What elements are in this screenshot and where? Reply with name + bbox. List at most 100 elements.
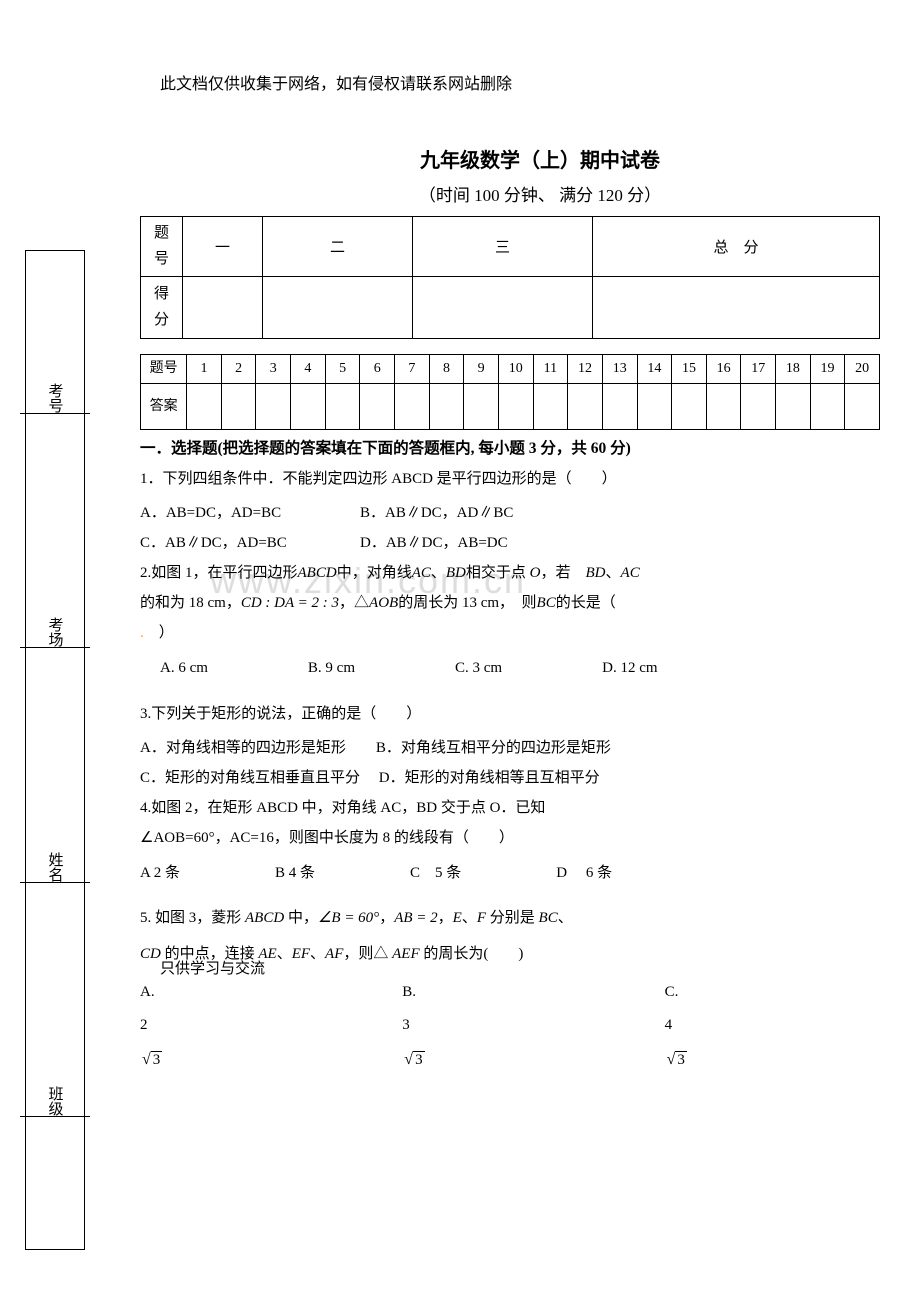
disclaimer-text: 此文档仅供收集于网络，如有侵权请联系网站删除: [160, 70, 880, 94]
q-num: 3: [256, 355, 291, 384]
q-num: 14: [637, 355, 672, 384]
sidebar-label: 考号: [45, 383, 66, 413]
q-num: 18: [776, 355, 811, 384]
q2-options: A. 6 cm B. 9 cm C. 3 cm D. 12 cm: [160, 652, 880, 685]
q-num: 6: [360, 355, 395, 384]
q1-opt-c: C．AB∥DC，AD=BC: [140, 528, 360, 558]
q5-opt-a: A. 23: [140, 976, 322, 1077]
answer-cell[interactable]: [291, 384, 326, 430]
q-num: 10: [498, 355, 533, 384]
page-content: 此文档仅供收集于网络，如有侵权请联系网站删除 九年级数学（上）期中试卷 （时间 …: [140, 70, 880, 1078]
answer-cell[interactable]: [776, 384, 811, 430]
q5-options: A. 23 B. 33 C. 43 D. 3: [140, 976, 880, 1077]
q-num: 12: [568, 355, 603, 384]
blank-line[interactable]: [20, 647, 90, 648]
answer-header: 答案: [141, 384, 187, 430]
answer-cell[interactable]: [706, 384, 741, 430]
exam-title: 九年级数学（上）期中试卷: [200, 144, 880, 173]
answer-cell[interactable]: [533, 384, 568, 430]
q5-opt-b: B. 33: [402, 976, 584, 1077]
answer-cell[interactable]: [221, 384, 256, 430]
q-num: 20: [845, 355, 880, 384]
answer-cell[interactable]: [325, 384, 360, 430]
score-col: 二: [263, 217, 413, 277]
score-cell[interactable]: [183, 277, 263, 339]
answer-cell[interactable]: [672, 384, 707, 430]
answer-cell[interactable]: [187, 384, 222, 430]
answer-cell[interactable]: [395, 384, 430, 430]
student-info-sidebar: 考号 考场 姓名 班级: [25, 250, 85, 1250]
answer-cell[interactable]: [845, 384, 880, 430]
question-2: 2.如图 1，在平行四边形ABCD中，对角线AC、BD相交于点 O，若 BD、A…: [140, 558, 880, 648]
answer-cell[interactable]: [568, 384, 603, 430]
q2-opt-b: B. 9 cm: [308, 652, 355, 685]
answer-num-row: 题号 1 2 3 4 5 6 7 8 9 10 11 12 13 14 15 1…: [141, 355, 880, 384]
q4-opt-d: D 6 条: [556, 857, 612, 890]
answer-cell[interactable]: [741, 384, 776, 430]
answer-cell[interactable]: [256, 384, 291, 430]
answer-cell[interactable]: [429, 384, 464, 430]
blank-line[interactable]: [20, 1116, 90, 1117]
answer-cell[interactable]: [360, 384, 395, 430]
footer-text: 只供学习与交流: [160, 957, 265, 978]
score-header: 得分: [141, 277, 183, 339]
q1-opt-b: B．AB∥DC，AD∥BC: [360, 498, 513, 528]
answer-header: 题号: [141, 355, 187, 384]
q2-opt-d: D. 12 cm: [602, 652, 657, 685]
q3-opts-cd: C．矩形的对角线互相垂直且平分 D．矩形的对角线相等且互相平分: [140, 763, 880, 793]
score-header: 题号: [141, 217, 183, 277]
q4-opt-a: A 2 条: [140, 857, 180, 890]
q-num: 1: [187, 355, 222, 384]
score-cell[interactable]: [413, 277, 593, 339]
q1-options: A．AB=DC，AD=BC B．AB∥DC，AD∥BC C．AB∥DC，AD=B…: [140, 498, 880, 558]
q-num: 11: [533, 355, 568, 384]
score-col: 总 分: [593, 217, 880, 277]
q4-opt-c: C 5 条: [410, 857, 461, 890]
q-num: 7: [395, 355, 430, 384]
answer-cell[interactable]: [602, 384, 637, 430]
sidebar-label: 班级: [45, 1086, 66, 1116]
answer-table: 题号 1 2 3 4 5 6 7 8 9 10 11 12 13 14 15 1…: [140, 354, 880, 430]
q-num: 5: [325, 355, 360, 384]
sidebar-class: 班级: [20, 1012, 90, 1192]
blank-line[interactable]: [20, 882, 90, 883]
q1-opt-d: D．AB∥DC，AB=DC: [360, 528, 508, 558]
q-num: 8: [429, 355, 464, 384]
q4-options: A 2 条 B 4 条 C 5 条 D 6 条: [140, 857, 880, 890]
q2-opt-c: C. 3 cm: [455, 652, 502, 685]
q-num: 4: [291, 355, 326, 384]
q3-opts-ab: A．对角线相等的四边形是矩形 B．对角线互相平分的四边形是矩形: [140, 733, 880, 763]
q4-opt-b: B 4 条: [275, 857, 315, 890]
sidebar-exam-room: 考场: [20, 543, 90, 723]
answer-cell[interactable]: [464, 384, 499, 430]
q-num: 19: [810, 355, 845, 384]
answer-cell[interactable]: [498, 384, 533, 430]
answer-value-row: 答案: [141, 384, 880, 430]
score-col: 三: [413, 217, 593, 277]
q2-opt-a: A. 6 cm: [160, 652, 208, 685]
q-num: 15: [672, 355, 707, 384]
q3-options: A．对角线相等的四边形是矩形 B．对角线互相平分的四边形是矩形 C．矩形的对角线…: [140, 733, 880, 793]
q-num: 16: [706, 355, 741, 384]
answer-cell[interactable]: [637, 384, 672, 430]
exam-subtitle: （时间 100 分钟、 满分 120 分）: [200, 181, 880, 206]
score-cell[interactable]: [593, 277, 880, 339]
q-num: 13: [602, 355, 637, 384]
q5-opt-c: C. 43: [665, 976, 847, 1077]
q-num: 9: [464, 355, 499, 384]
sidebar-label: 姓名: [45, 852, 66, 882]
blank-line[interactable]: [20, 413, 90, 414]
section-1-header: 一．选择题(把选择题的答案填在下面的答题框内, 每小题 3 分，共 60 分): [140, 436, 880, 458]
score-table: 题号 一 二 三 总 分 得分: [140, 216, 880, 339]
answer-cell[interactable]: [810, 384, 845, 430]
score-cell[interactable]: [263, 277, 413, 339]
question-3: 3.下列关于矩形的说法，正确的是（ ）: [140, 699, 880, 729]
q-num: 17: [741, 355, 776, 384]
question-4: 4.如图 2，在矩形 ABCD 中，对角线 AC，BD 交于点 O．已知 ∠AO…: [140, 793, 880, 853]
question-1: 1．下列四组条件中．不能判定四边形 ABCD 是平行四边形的是（ ）: [140, 464, 880, 494]
sidebar-exam-id: 考号: [20, 308, 90, 488]
q1-opt-a: A．AB=DC，AD=BC: [140, 498, 360, 528]
q-num: 2: [221, 355, 256, 384]
score-col: 一: [183, 217, 263, 277]
sidebar-name: 姓名: [20, 777, 90, 957]
